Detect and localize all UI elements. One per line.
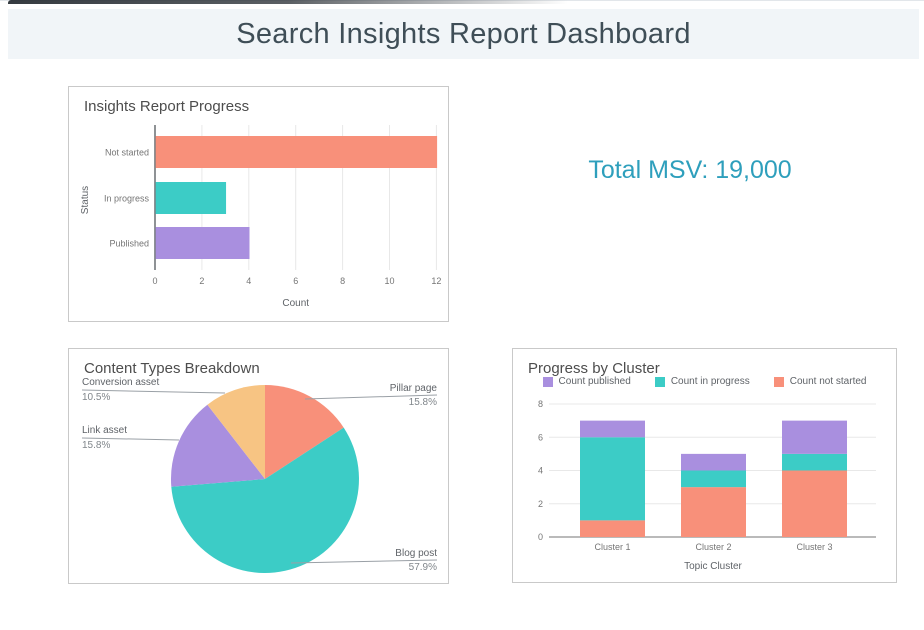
segment-cluster-3-count-not-started — [782, 470, 847, 537]
y-axis-title: Status — [80, 186, 91, 214]
bar-not-started — [155, 136, 438, 168]
x-category-label: Cluster 3 — [796, 542, 832, 552]
legend-swatch-icon — [542, 376, 553, 387]
x-tick-label: 12 — [431, 276, 441, 286]
pie-label-conversion-asset: Conversion asset — [82, 377, 159, 388]
y-tick-label: 6 — [538, 432, 543, 442]
x-category-label: Cluster 2 — [695, 542, 731, 552]
insights-progress-bar-chart: 0 2 4 6 8 10 12 Not started In progress Published… — [80, 125, 441, 309]
leader-line-blog-post — [290, 559, 438, 564]
leader-line-link-asset — [81, 437, 180, 441]
pie-slice-link-asset — [170, 404, 265, 487]
pie-pct-pillar-page: 15.8% — [409, 397, 437, 408]
y-tick-label: 8 — [538, 399, 543, 409]
segment-cluster-1-count-not-started — [580, 520, 645, 537]
x-tick-label: 6 — [293, 276, 298, 286]
pie-pct-blog-post: 57.9% — [409, 562, 437, 573]
bar-in-progress — [155, 182, 227, 214]
pie-pct-conversion-asset: 10.5% — [82, 392, 110, 403]
card-insights-report-progress: Insights Report Progress 0 2 4 6 8 10 12 Not st… — [68, 86, 449, 322]
leader-line-conversion-asset — [81, 389, 226, 394]
chart-title: Progress by Cluster — [528, 360, 660, 377]
x-tick-label: 10 — [384, 276, 394, 286]
window-edge-artifact — [8, 0, 568, 4]
cluster-chart-legend: Count published Count in progress Count no… — [513, 376, 896, 387]
segment-cluster-2-count-in-progress — [681, 470, 746, 488]
x-tick-label: 8 — [340, 276, 345, 286]
pie-label-blog-post: Blog post — [395, 548, 437, 559]
x-tick-label: 4 — [246, 276, 251, 286]
pie-slice-pillar-page — [265, 385, 344, 479]
y-category-label: Published — [109, 239, 149, 249]
page-title: Search Insights Report Dashboard — [236, 17, 691, 50]
y-category-label: Not started — [105, 148, 149, 158]
dashboard-header: Search Insights Report Dashboard — [8, 9, 919, 59]
content-types-pie-chart: Pillar page 15.8% Blog post 57.9% Link asset… — [81, 377, 438, 573]
legend-label: Count in progress — [670, 376, 750, 387]
bar-published — [155, 227, 250, 259]
pie-label-pillar-page: Pillar page — [390, 383, 438, 394]
x-tick-label: 0 — [152, 276, 157, 286]
y-tick-label: 4 — [538, 466, 543, 476]
segment-cluster-1-count-in-progress — [580, 437, 645, 521]
x-axis-title: Topic Cluster — [684, 561, 742, 572]
legend-swatch-icon — [654, 376, 665, 387]
card-content-types-breakdown: Content Types Breakdown Pillar page 15.8%… — [68, 348, 449, 584]
pie-label-link-asset: Link asset — [82, 425, 127, 436]
chart-title: Content Types Breakdown — [84, 360, 260, 377]
x-category-label: Cluster 1 — [594, 542, 630, 552]
x-axis-title: Count — [282, 298, 309, 309]
segment-cluster-3-count-in-progress — [782, 453, 847, 471]
card-progress-by-cluster: Progress by Cluster Count published Count… — [512, 348, 897, 583]
pie-pct-link-asset: 15.8% — [82, 440, 110, 451]
legend-item-count-not-started: Count not started — [773, 376, 867, 387]
pie-slice-blog-post — [171, 427, 359, 573]
legend-swatch-icon — [773, 376, 784, 387]
x-tick-label: 2 — [199, 276, 204, 286]
y-category-label: In progress — [104, 194, 150, 204]
segment-cluster-2-count-not-started — [681, 487, 746, 537]
y-tick-label: 0 — [538, 532, 543, 542]
segment-cluster-3-count-published — [782, 420, 847, 454]
pie-slice-conversion-asset — [207, 385, 265, 479]
progress-by-cluster-stacked-chart: 0 2 4 6 8 Cluster 1 Cluster 2 Cluster 3 Topic Cl… — [538, 399, 876, 572]
legend-label: Count published — [558, 376, 631, 387]
segment-cluster-2-count-published — [681, 453, 746, 471]
leader-line-pillar-page — [304, 394, 438, 400]
chart-title: Insights Report Progress — [84, 98, 250, 115]
y-tick-label: 2 — [538, 499, 543, 509]
legend-label: Count not started — [789, 376, 867, 387]
legend-item-count-in-progress: Count in progress — [654, 376, 750, 387]
legend-item-count-published: Count published — [542, 376, 631, 387]
total-msv-text: Total MSV: 19,000 — [588, 156, 792, 184]
segment-cluster-1-count-published — [580, 420, 645, 438]
